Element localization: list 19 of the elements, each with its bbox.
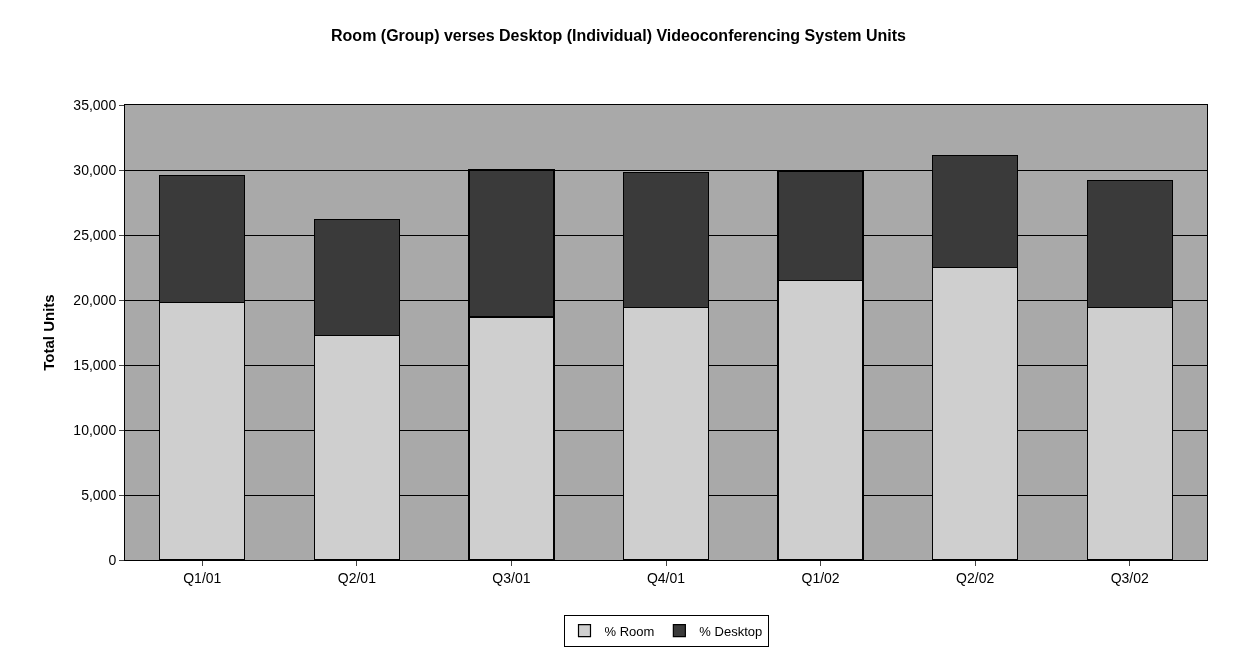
y-tick-label: 30,000	[73, 161, 117, 178]
legend-label: % Desktop	[699, 623, 763, 639]
y-tick-label: 10,000	[73, 421, 117, 438]
x-tick-label: Q2/02	[956, 569, 995, 586]
y-tick-label: 15,000	[73, 356, 117, 373]
y-tick-label: 25,000	[73, 226, 117, 243]
x-tick-label: Q3/01	[492, 569, 531, 586]
x-tick-label: Q4/01	[646, 569, 686, 586]
x-tick-label: Q3/02	[1110, 569, 1149, 586]
y-tick-label: 35,000	[73, 96, 117, 113]
y-tick-label: 20,000	[73, 291, 117, 308]
y-axis-title: Total Units	[39, 294, 57, 371]
chart-title: Room (Group) verses Desktop (Individual) Videoconferencing System Units	[331, 26, 907, 44]
x-tick-label: Q1/01	[183, 569, 222, 586]
y-tick-label: 5,000	[81, 486, 117, 503]
x-tick-label: Q2/01	[337, 569, 377, 586]
y-tick-label: 0	[108, 551, 117, 568]
x-tick-label: Q1/02	[801, 569, 840, 586]
legend-label: % Room	[604, 623, 655, 639]
